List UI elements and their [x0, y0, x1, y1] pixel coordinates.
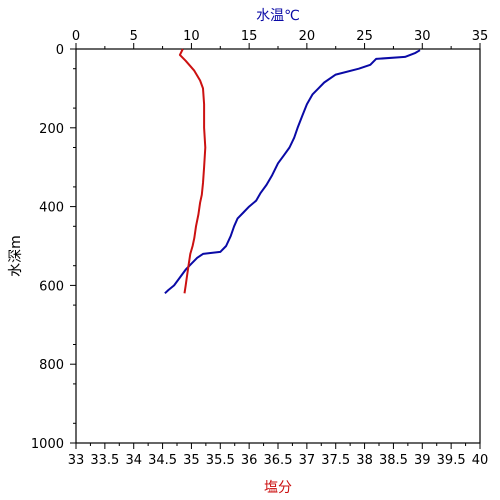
bottom-tick-label: 39.5 — [437, 453, 466, 468]
y-tick-label: 600 — [39, 279, 64, 294]
bottom-tick-label: 36.5 — [264, 453, 293, 468]
y-tick-label: 200 — [39, 122, 64, 137]
top-tick-label: 30 — [414, 29, 431, 44]
bottom-tick-label: 33.5 — [90, 453, 119, 468]
bottom-tick-label: 35 — [183, 453, 200, 468]
y-tick-label: 400 — [39, 201, 64, 216]
bottom-tick-label: 39 — [414, 453, 431, 468]
top-tick-label: 15 — [241, 29, 258, 44]
y-axis-title: 水深m — [8, 235, 24, 277]
bottom-tick-label: 38 — [356, 453, 373, 468]
top-tick-label: 20 — [299, 29, 316, 44]
temperature-series-line — [164, 49, 421, 295]
top-tick-label: 5 — [130, 29, 138, 44]
top-tick-label: 10 — [183, 29, 200, 44]
bottom-tick-label: 37 — [299, 453, 316, 468]
bottom-tick-label: 36 — [241, 453, 258, 468]
bottom-tick-label: 34 — [125, 453, 142, 468]
y-tick-label: 800 — [39, 358, 64, 373]
plot-frame — [75, 48, 481, 444]
top-tick-label: 0 — [72, 29, 80, 44]
y-tick-label: 0 — [56, 43, 64, 58]
bottom-tick-label: 34.5 — [148, 453, 177, 468]
salinity-series-line — [178, 48, 207, 294]
top-axis-title: 水温℃ — [256, 8, 300, 24]
bottom-tick-label: 33 — [68, 453, 85, 468]
bottom-tick-label: 37.5 — [321, 453, 350, 468]
y-tick-label: 1000 — [31, 437, 64, 452]
bottom-axis-title: 塩分 — [264, 480, 292, 496]
top-tick-label: 25 — [356, 29, 373, 44]
bottom-tick-label: 35.5 — [206, 453, 235, 468]
bottom-tick-label: 40 — [472, 453, 489, 468]
top-tick-label: 35 — [472, 29, 489, 44]
bottom-tick-label: 38.5 — [379, 453, 408, 468]
